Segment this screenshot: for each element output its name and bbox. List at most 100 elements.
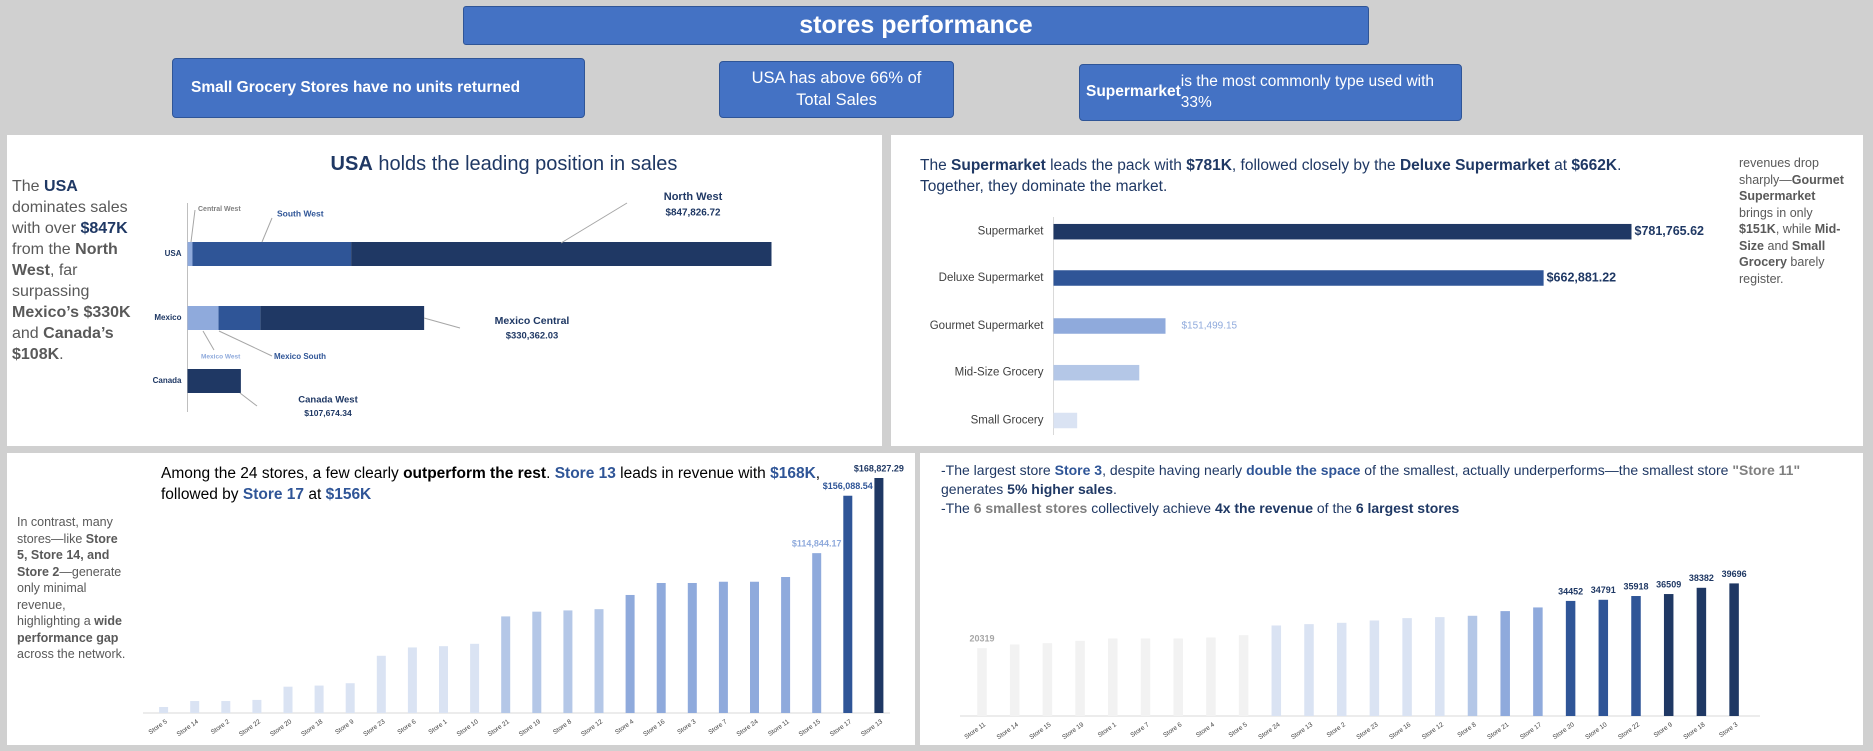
text-run: wide performance gap <box>17 614 122 645</box>
text-run: and <box>12 325 44 342</box>
value-label: 20319 <box>969 634 994 644</box>
text-run: 6 smallest stores <box>973 500 1088 516</box>
category-label: USA <box>165 249 182 258</box>
text-run: . <box>1113 481 1117 497</box>
bar <box>781 577 791 713</box>
text-run: revenues drop sharply— <box>1739 156 1819 187</box>
text-run: barely register. <box>1739 255 1825 286</box>
category-label: Mexico <box>154 313 181 322</box>
chart-title: The Supermarket leads the pack with $781… <box>920 155 1680 197</box>
text-run: dominates sales with over <box>12 199 128 237</box>
x-tick-label: Store 12 <box>1421 721 1445 741</box>
bar <box>1042 643 1053 716</box>
segment-label: Central West <box>198 206 241 213</box>
text-run: at <box>1549 157 1572 174</box>
bar <box>1053 270 1544 286</box>
text-run: leads the pack with <box>1045 157 1187 174</box>
value-label: $114,844.17 <box>792 539 842 549</box>
text-run: In contrast, many stores—like <box>17 515 113 546</box>
text-run: of the smallest, actually underperforms—… <box>1360 462 1733 478</box>
bar <box>1663 594 1674 716</box>
bar <box>1369 620 1380 716</box>
bar <box>1696 587 1707 716</box>
x-tick-label: Store 20 <box>269 718 293 738</box>
text-run: , far surpassing <box>12 262 90 300</box>
bar <box>1533 607 1543 716</box>
value-label: 39696 <box>1722 569 1747 579</box>
value-label: $662,881.22 <box>1547 270 1617 284</box>
leader-line <box>239 392 258 407</box>
bar <box>843 495 853 713</box>
panel <box>7 453 915 745</box>
bar <box>656 582 666 713</box>
bar <box>283 686 293 713</box>
bar <box>532 611 542 713</box>
x-tick-label: Store 15 <box>1028 721 1052 741</box>
x-tick-label: Store 18 <box>300 718 324 738</box>
segment-label: South West <box>277 208 324 218</box>
text-run: Mid-Size <box>1739 222 1841 253</box>
chart-title: USA holds the leading position in sales <box>254 153 754 176</box>
text-run: is the most commonly type used with 33% <box>1180 73 1435 111</box>
bar <box>750 581 759 713</box>
text-run: at <box>304 486 326 503</box>
bar <box>439 646 448 713</box>
x-tick-label: Store 5 <box>148 718 169 736</box>
text-run: double the space <box>1246 462 1361 478</box>
x-tick-label: Store 10 <box>456 718 480 738</box>
text-run: $151K <box>1739 222 1776 236</box>
bar <box>1631 596 1641 716</box>
category-label: Mid-Size Grocery <box>955 367 1044 379</box>
x-tick-label: Store 22 <box>1617 721 1641 741</box>
text-run: $168K <box>770 465 816 482</box>
side-note: revenues drop sharply—Gourmet Supermarke… <box>1739 155 1851 287</box>
bar <box>1565 600 1576 716</box>
text-run: , followed by <box>161 465 821 503</box>
text-run: $781K <box>1186 157 1232 174</box>
x-tick-label: Store 4 <box>614 718 635 736</box>
value-label: $107,674.34 <box>304 408 352 418</box>
x-tick-label: Store 15 <box>798 718 822 738</box>
text-run: —generate only minimal revenue, highligh… <box>17 564 122 629</box>
note: -The 6 smallest stores collectively achi… <box>941 499 1821 518</box>
x-tick-label: Store 10 <box>1584 721 1608 741</box>
text-run: Store 17 <box>242 486 305 503</box>
text-run: Small Grocery <box>1739 238 1826 270</box>
text-run: Canada’s $108K <box>12 325 114 363</box>
text-run: USA <box>44 178 78 195</box>
text-run: outperform the rest <box>403 465 547 482</box>
text-run: 4x the revenue <box>1214 500 1313 516</box>
text-run: -The largest store <box>941 462 1055 478</box>
x-tick-label: Store 20 <box>1552 721 1576 741</box>
bar <box>1206 637 1216 716</box>
x-tick-label: Store 3 <box>676 718 697 736</box>
insight-box: USA has above 66% of Total Sales <box>719 61 954 118</box>
text-run: $847K <box>80 220 128 237</box>
text-run: The <box>12 178 45 195</box>
bar <box>1053 412 1078 429</box>
text-run: Deluxe Supermarket <box>1399 157 1550 174</box>
bar <box>1053 223 1632 240</box>
text-run: Gourmet Supermarket <box>1739 172 1844 204</box>
notes: -The largest store Store 3, despite havi… <box>941 461 1821 518</box>
x-tick-label: Store 8 <box>1456 721 1477 739</box>
bar <box>470 643 480 713</box>
bar <box>190 701 200 713</box>
segment-label: Canada West <box>298 395 358 406</box>
value-label: 35918 <box>1623 581 1648 591</box>
note: -The largest store Store 3, despite havi… <box>941 461 1821 499</box>
text-run: Supermarket <box>1086 83 1181 101</box>
text-run: . Together, they dominate the market. <box>920 157 1622 195</box>
x-tick-label: Store 23 <box>1355 721 1379 741</box>
text-run: . <box>59 346 64 363</box>
bar <box>1467 615 1478 716</box>
text-run: $156K <box>325 486 372 503</box>
x-tick-label: Store 21 <box>1486 721 1510 741</box>
x-tick-label: Store 24 <box>735 718 759 738</box>
x-tick-label: Store 18 <box>1682 721 1706 741</box>
bar <box>594 609 604 713</box>
x-tick-label: Store 1 <box>427 718 448 736</box>
text-run: Store 3 <box>1054 462 1103 478</box>
leader-line <box>218 330 273 357</box>
bar-segment <box>192 242 352 266</box>
